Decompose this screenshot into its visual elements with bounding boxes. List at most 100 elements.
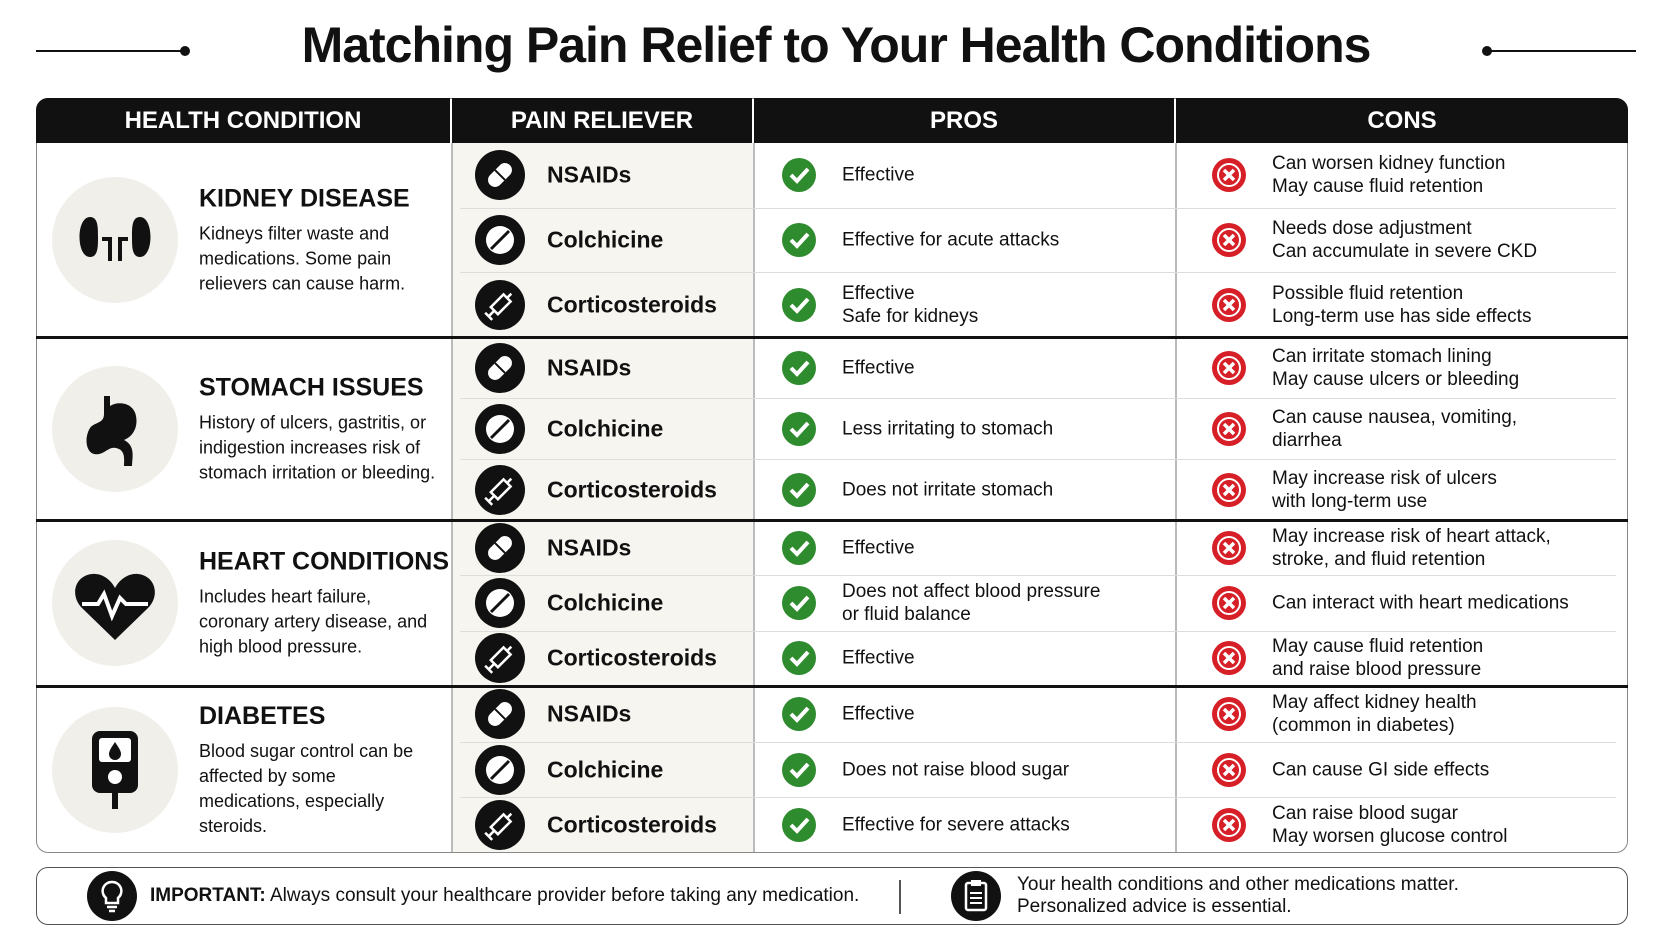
- text-line: Effective for acute attacks: [842, 229, 1060, 251]
- pro-icon: [782, 586, 816, 620]
- reliever-icon: [475, 464, 525, 515]
- pros-cell: Does not raise blood sugar: [842, 758, 1069, 781]
- condition-cell: DIABETES Blood sugar control can be affec…: [199, 701, 439, 839]
- text-line: Does not affect blood pressure: [842, 581, 1101, 602]
- clipboard-icon: [951, 871, 1001, 921]
- cons-cell: Can worsen kidney function May cause flui…: [1272, 152, 1505, 198]
- text-line: Your health conditions and other medicat…: [1017, 874, 1459, 895]
- text-line: Can worsen kidney function: [1272, 153, 1506, 175]
- title-rule: [36, 50, 186, 52]
- reliever-icon: [475, 688, 525, 739]
- reliever-name: Colchicine: [547, 756, 664, 782]
- text-line: Possible fluid retention: [1272, 282, 1464, 304]
- footer-box: [36, 867, 1628, 925]
- icon-circle: [52, 177, 178, 303]
- text-line: Less irritating to stomach: [842, 418, 1054, 439]
- reliever-icon: [475, 633, 525, 684]
- pro-icon: [782, 752, 816, 787]
- condition-name: KIDNEY DISEASE: [199, 184, 410, 213]
- reliever-name: Colchicine: [547, 589, 664, 616]
- title-dot: [180, 46, 190, 56]
- text-line: May cause fluid retention: [1272, 636, 1484, 658]
- reliever-name: NSAIDs: [547, 354, 632, 380]
- con-icon: [1212, 641, 1246, 676]
- pros-cell: Effective for severe attacks: [842, 814, 1070, 837]
- text-line: Effective for severe attacks: [842, 814, 1070, 836]
- text-line: Effective: [842, 357, 915, 378]
- condition-description: History of ulcers, gastritis, or indiges…: [199, 412, 436, 482]
- con-icon: [1212, 752, 1246, 787]
- condition-name: STOMACH ISSUES: [199, 373, 424, 401]
- con-icon: [1212, 223, 1246, 257]
- reliever-name: NSAIDs: [547, 700, 632, 727]
- cons-cell: May increase risk of heart attack, stroke…: [1272, 525, 1551, 571]
- column-rule: [753, 143, 755, 852]
- reliever-icon: [475, 403, 525, 454]
- con-icon: [1212, 350, 1246, 385]
- cons-cell: Possible fluid retention Long-term use ha…: [1272, 282, 1531, 328]
- condition-cell: HEART CONDITIONS Includes heart failure, …: [199, 547, 449, 660]
- condition-description: Includes heart failure, coronary artery …: [199, 586, 428, 657]
- text-line: May cause ulcers or bleeding: [1272, 368, 1520, 390]
- text-line: Can cause nausea, vomiting,: [1272, 406, 1518, 428]
- row-rule: [460, 398, 1616, 399]
- row-rule: [460, 797, 1616, 799]
- reliever-name: Corticosteroids: [547, 291, 717, 318]
- pro-icon: [782, 530, 816, 565]
- con-icon: [1212, 158, 1246, 193]
- con-icon: [1212, 808, 1246, 843]
- pros-cell: Does not affect blood pressure or fluid b…: [842, 580, 1100, 626]
- con-icon: [1212, 287, 1246, 322]
- row-rule: [460, 272, 1616, 274]
- bulb-icon: [87, 871, 137, 921]
- text-line: Effective: [842, 647, 915, 669]
- row-rule: [460, 207, 1616, 209]
- reliever-icon: [475, 744, 525, 795]
- reliever-icon: [475, 342, 525, 393]
- text-line: Long-term use has side effects: [1272, 305, 1532, 327]
- text-line: Effective: [842, 164, 915, 186]
- title-dot: [1482, 46, 1492, 56]
- footer-note: Your health conditions and other medicat…: [1017, 874, 1459, 918]
- important-text: Always consult your healthcare provider …: [269, 885, 860, 906]
- text-line: May increase risk of ulcers: [1272, 467, 1497, 489]
- column-rule: [451, 143, 453, 852]
- cons-cell: May cause fluid retention and raise blood…: [1272, 635, 1483, 681]
- con-icon: [1212, 586, 1246, 620]
- cons-cell: Needs dose adjustment Can accumulate in s…: [1272, 217, 1537, 263]
- pros-cell: Effective for acute attacks: [842, 229, 1059, 252]
- condition-description: Blood sugar control can be affected by s…: [199, 740, 414, 836]
- cons-cell: Can cause nausea, vomiting, diarrhea: [1272, 406, 1517, 452]
- reliever-icon: [475, 215, 525, 265]
- text-line: Safe for kidneys: [842, 305, 979, 327]
- column-header: PAIN RELIEVER: [452, 98, 752, 143]
- condition-icon: [92, 730, 138, 809]
- condition-icon: [75, 573, 155, 640]
- column-header: CONS: [1176, 98, 1628, 143]
- cons-cell: Can irritate stomach lining May cause ulc…: [1272, 345, 1519, 391]
- text-line: May increase risk of heart attack,: [1272, 525, 1551, 547]
- pros-cell: Effective: [842, 536, 915, 559]
- column-header: HEALTH CONDITION: [36, 98, 450, 143]
- pros-cell: Less irritating to stomach: [842, 417, 1053, 440]
- text-line: May affect kidney health: [1272, 691, 1477, 713]
- text-line: Effective: [842, 703, 915, 725]
- condition-icon: [86, 395, 137, 466]
- reliever-icon: [475, 522, 525, 573]
- important-note: IMPORTANT: Always consult your healthcar…: [150, 885, 859, 907]
- text-line: stroke, and fluid retention: [1272, 548, 1486, 570]
- con-icon: [1212, 472, 1246, 507]
- text-line: Can irritate stomach lining: [1272, 345, 1492, 367]
- text-line: or fluid balance: [842, 604, 971, 625]
- row-rule: [460, 459, 1616, 460]
- text-line: Effective: [842, 537, 915, 559]
- column-header: PROS: [754, 98, 1174, 143]
- pro-icon: [782, 158, 816, 193]
- reliever-name: Corticosteroids: [547, 811, 717, 838]
- condition-icon: [79, 217, 151, 261]
- text-line: Does not raise blood sugar: [842, 759, 1070, 780]
- text-line: diarrhea: [1272, 429, 1342, 451]
- pros-cell: Effective Safe for kidneys: [842, 282, 978, 328]
- condition-name: HEART CONDITIONS: [199, 547, 449, 576]
- condition-cell: KIDNEY DISEASE Kidneys filter waste and m…: [199, 184, 439, 297]
